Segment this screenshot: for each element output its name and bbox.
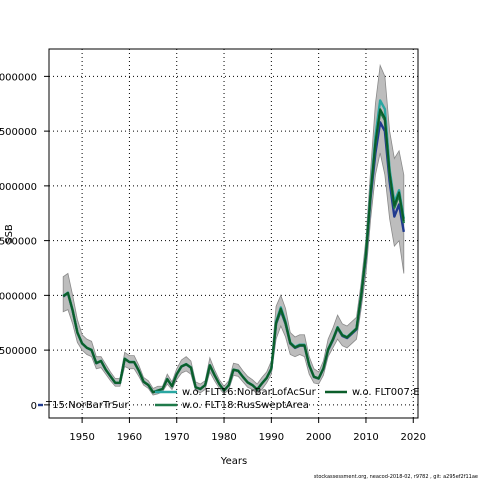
x-tick-label: 2020 <box>401 432 426 443</box>
legend-label-2: w.o. FLT16:NorBarLofAcSur <box>182 387 317 398</box>
x-tick-label: 2000 <box>306 432 331 443</box>
x-tick-label: 1980 <box>211 432 236 443</box>
legend-label-4: w.o. FLT007:E <box>352 387 420 398</box>
legend-label-3: w.o. FLT18:RusSweptArea <box>182 400 309 411</box>
y-tick-label: 500000 <box>0 346 37 357</box>
series-layer <box>62 99 405 394</box>
x-tick-label: 1990 <box>259 432 284 443</box>
plot-frame <box>48 48 419 419</box>
x-tick-label: 1960 <box>117 432 142 443</box>
y-tick-label: 1000000 <box>0 291 37 302</box>
legend: T15:NorBarTrSur w.o. FLT16:NorBarLofAcSur… <box>38 387 420 411</box>
y-tick-label: 2000000 <box>0 182 37 193</box>
y-axis-title: SSB <box>4 224 15 244</box>
y-tick-label: 3000000 <box>0 72 37 83</box>
y-tick-label: 0 <box>31 401 37 412</box>
y-tick-label: 1500000 <box>0 237 37 248</box>
series-line-4 <box>62 108 405 394</box>
axes: 1950 1960 1970 1980 1990 2000 2010 2020 0 500000 1… <box>0 72 426 443</box>
x-axis-title: Years <box>220 456 247 467</box>
footer-note: stockassessment.org, neacod-2018-02, r97… <box>314 474 478 480</box>
x-tick-label: 2010 <box>353 432 378 443</box>
legend-label-1: T15:NorBarTrSur <box>45 400 129 411</box>
y-tick-label: 2500000 <box>0 127 37 138</box>
x-tick-label: 1950 <box>69 432 94 443</box>
x-tick-label: 1970 <box>164 432 189 443</box>
